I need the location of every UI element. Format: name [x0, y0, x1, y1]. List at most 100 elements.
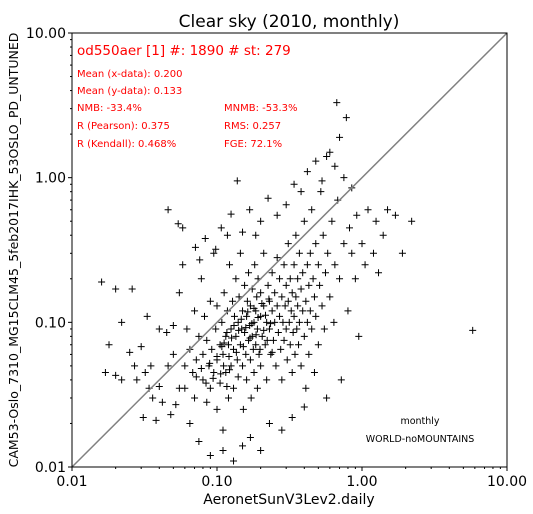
scatter-point [279, 318, 287, 326]
scatter-point [212, 325, 220, 333]
scatter-point [206, 452, 214, 460]
scatter-point [213, 353, 221, 361]
scatter-point [101, 369, 109, 377]
scatter-point [306, 249, 314, 257]
scatter-point [391, 211, 399, 219]
scatter-point [319, 231, 327, 239]
scatter-point [297, 362, 305, 370]
scatter-point [112, 371, 120, 379]
scatter-point [308, 325, 316, 333]
scatter-point [230, 457, 238, 465]
scatter-point [196, 256, 204, 264]
scatter-point [222, 369, 230, 377]
scatter-point [312, 157, 320, 165]
scatter-point [147, 362, 155, 370]
scatter-point [384, 206, 392, 214]
scatter-point [118, 318, 126, 326]
scatter-point [199, 350, 207, 358]
scatter-point [295, 249, 303, 257]
scatter-point [218, 318, 226, 326]
stats-r-pearson: R (Pearson): 0.375 [77, 121, 170, 132]
scatter-point [228, 334, 236, 342]
scatter-point [295, 318, 303, 326]
scatter-point [353, 211, 361, 219]
scatter-point [246, 433, 254, 441]
scatter-point [242, 350, 250, 358]
scatter-point [225, 353, 233, 361]
scatter-point [203, 398, 211, 406]
scatter-point [285, 318, 293, 326]
scatter-point [169, 322, 177, 330]
scatter-point [277, 345, 285, 353]
scatter-point [316, 281, 324, 289]
scatter-point [237, 315, 245, 323]
scatter-point [271, 318, 279, 326]
scatter-point [192, 356, 200, 364]
scatter-point [248, 320, 256, 328]
scatter-point [268, 269, 276, 277]
scatter-point [337, 376, 345, 384]
x-tick-label: 0.01 [56, 474, 87, 490]
scatter-point [260, 326, 268, 334]
scatter-point [326, 293, 334, 301]
x-axis-label: AeronetSunV3Lev2.daily [203, 492, 374, 508]
scatter-point [369, 249, 377, 257]
scatter-point [286, 275, 294, 283]
scatter-point [291, 350, 299, 358]
scatter-point [318, 177, 326, 185]
scatter-point [317, 188, 325, 196]
scatter-point [230, 312, 238, 320]
scatter-point [288, 289, 296, 297]
scatter-point [324, 249, 332, 257]
scatter-point [276, 312, 284, 320]
scatter-point [202, 379, 210, 387]
scatter-point [251, 261, 259, 269]
scatter-point [233, 356, 241, 364]
scatter-point [297, 285, 305, 293]
stats-header: od550aer [1] #: 1890 # st: 279 [77, 43, 291, 59]
scatter-point [212, 245, 220, 253]
scatter-point [408, 217, 416, 225]
scatter-point [263, 336, 271, 344]
scatter-point [323, 153, 331, 161]
scatter-point [218, 343, 226, 351]
scatter-point [288, 369, 296, 377]
scatter-point [273, 254, 281, 262]
scatter-point [290, 261, 298, 269]
stats-annotations: od550aer [1] #: 1890 # st: 279 Mean (x-d… [77, 43, 298, 150]
scatter-point [300, 332, 308, 340]
scatter-point [273, 211, 281, 219]
plot-frame [71, 32, 508, 468]
scatter-point [268, 348, 276, 356]
scatter-point [295, 341, 303, 349]
scatter-point [312, 240, 320, 248]
scatter-point [118, 376, 126, 384]
scatter-point [189, 369, 197, 377]
scatter-point [333, 99, 341, 107]
scatter-point [265, 295, 273, 303]
y-tick-label: 0.10 [35, 315, 66, 331]
scatter-point [302, 297, 310, 305]
scatter-point [254, 313, 262, 321]
scatter-point [287, 307, 295, 315]
scatter-point [351, 275, 359, 283]
scatter-point [219, 447, 227, 455]
scatter-point [280, 336, 288, 344]
note-region: WORLD-noMOUNTAINS [366, 434, 475, 445]
scatter-point [318, 302, 326, 310]
scatter-point [314, 261, 322, 269]
scatter-point [252, 341, 260, 349]
scatter-point [143, 312, 151, 320]
scatter-point [210, 249, 218, 257]
scatter-point [186, 419, 194, 427]
scatter-points [98, 99, 477, 465]
y-tick-label: 0.01 [35, 460, 66, 476]
scatter-point [323, 394, 331, 402]
scatter-point [167, 411, 175, 419]
scatter-point [273, 302, 281, 310]
scatter-point [312, 312, 320, 320]
scatter-point [282, 201, 290, 209]
scatter-point [253, 293, 261, 301]
scatter-point [276, 275, 284, 283]
scatter-point [126, 348, 134, 356]
